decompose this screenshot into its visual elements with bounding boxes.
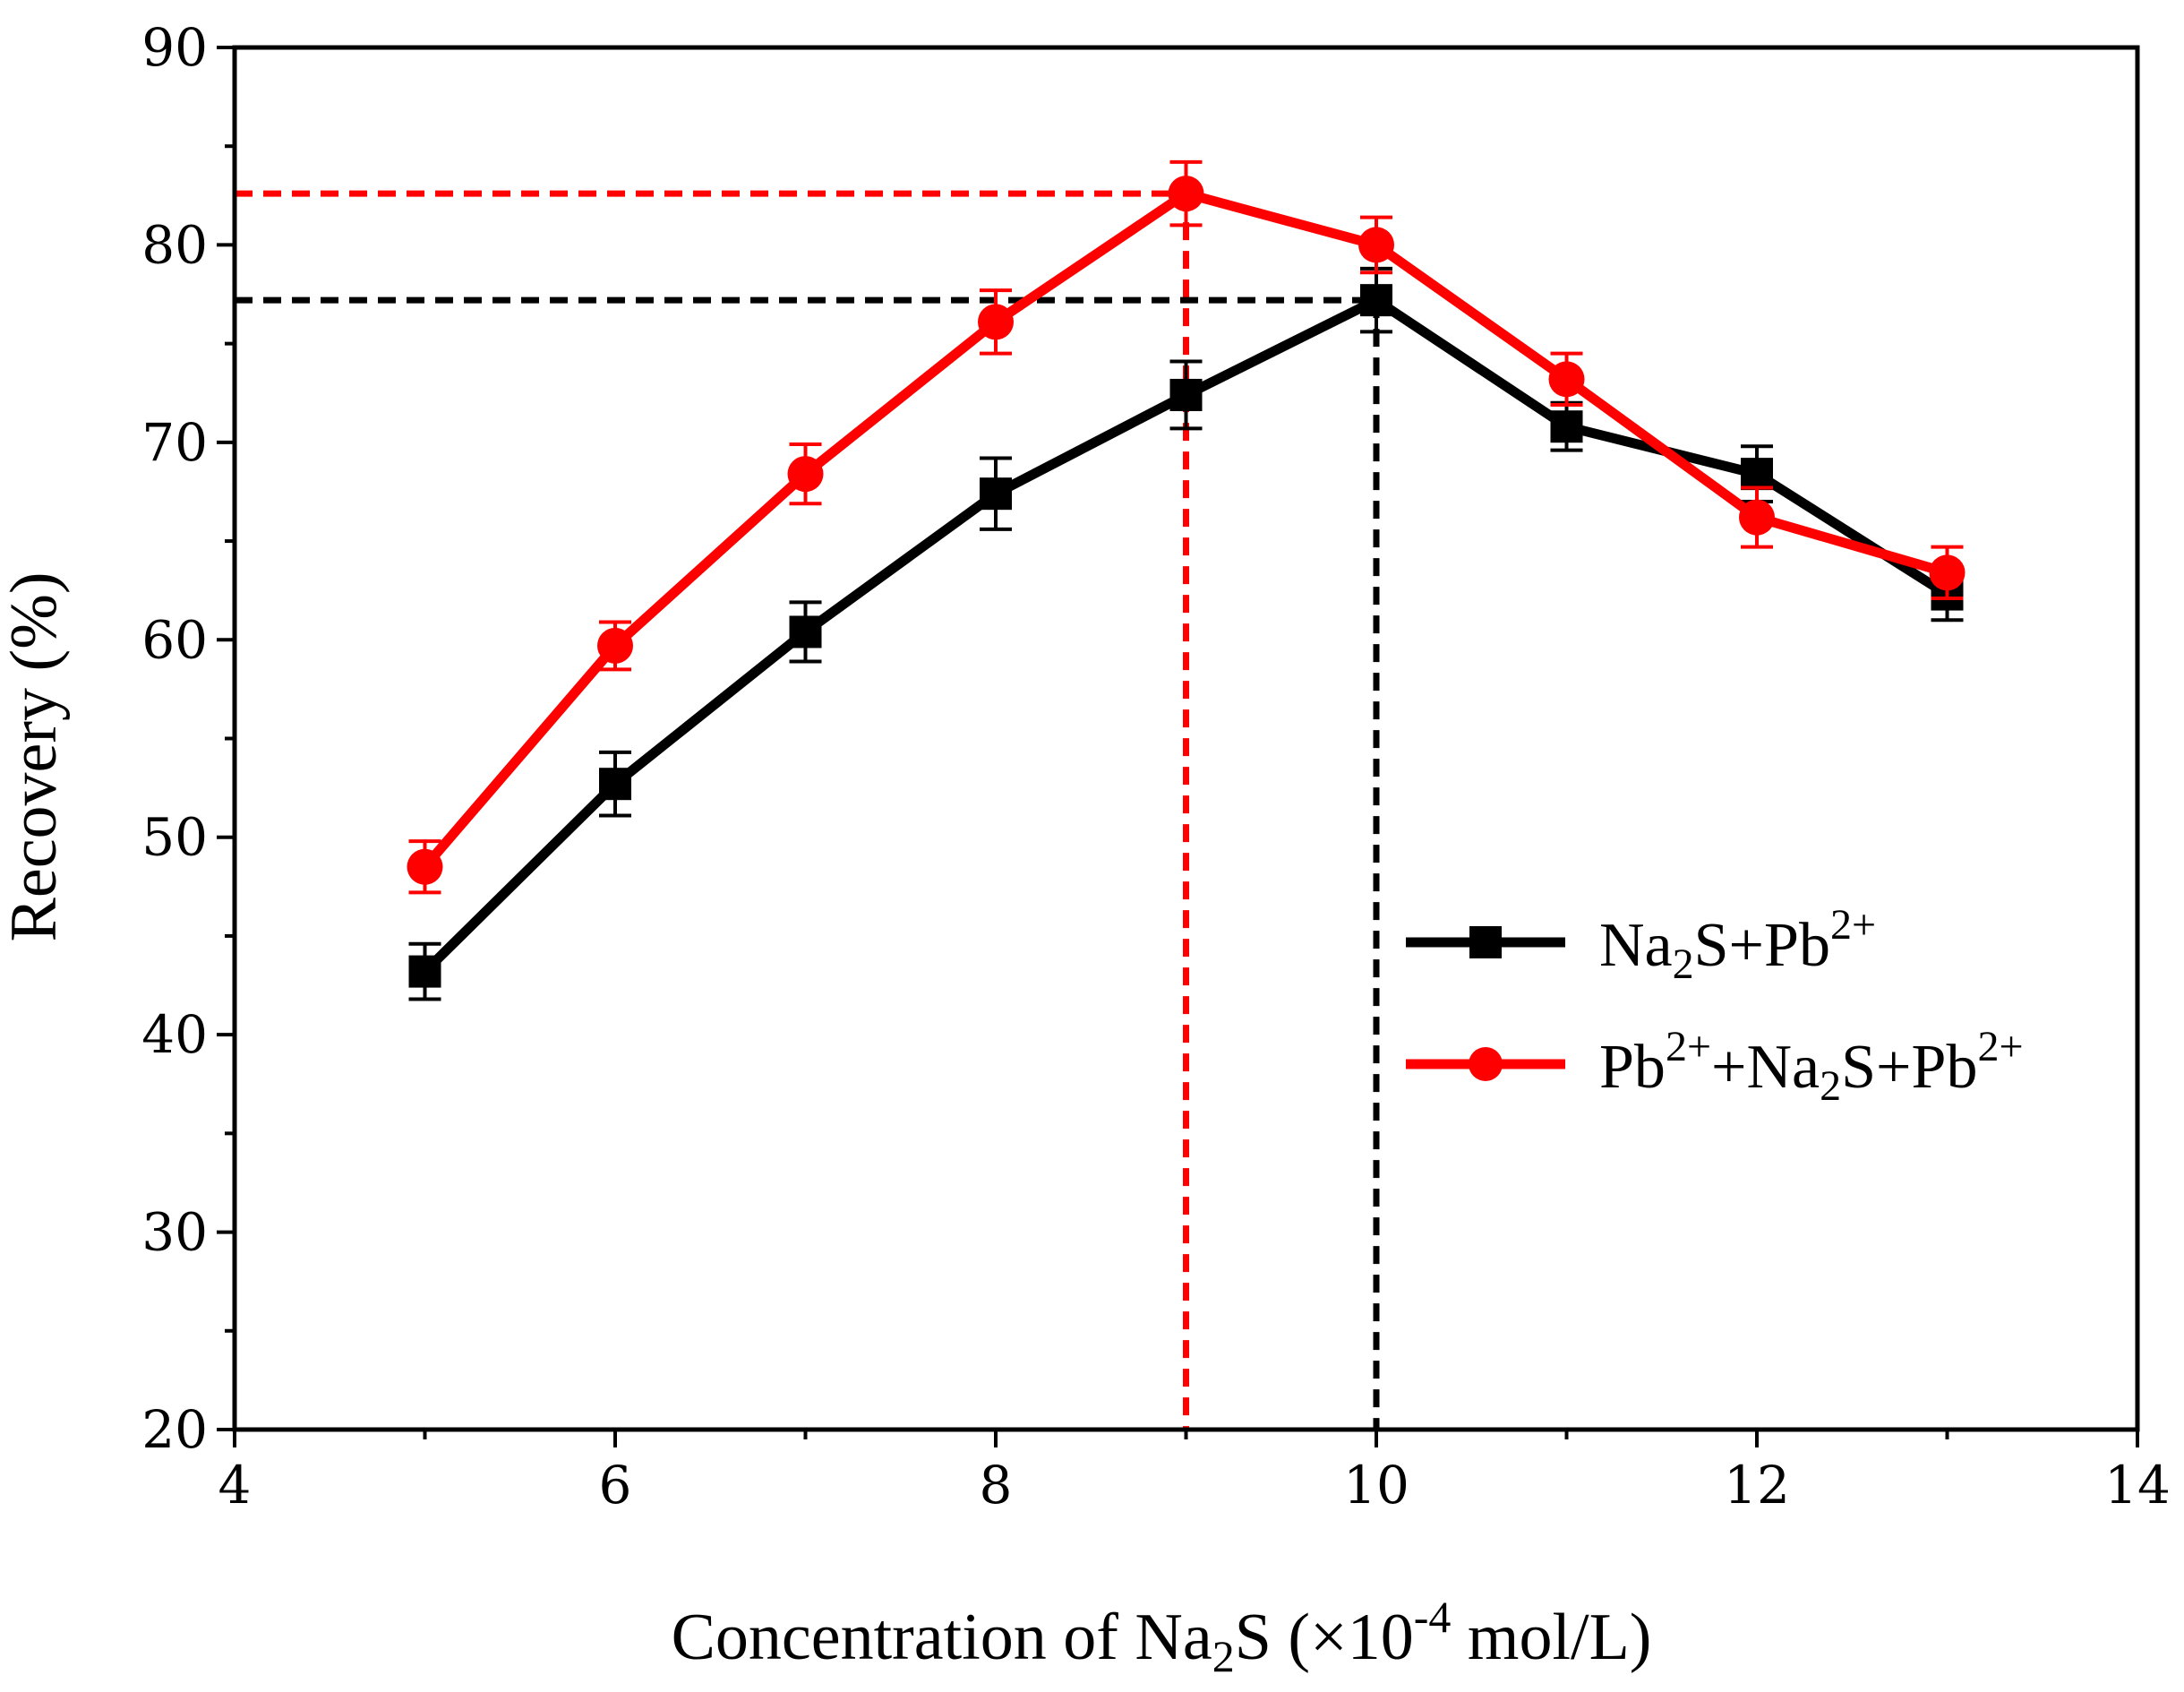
y-tick-label: 20 [141,1399,208,1460]
data-point [1739,499,1775,536]
data-point [1548,361,1585,398]
data-point [787,456,824,493]
legend-marker-series-1 [1469,926,1502,958]
x-axis-title: Concentration of Na2S (×10-4 mol/L) [672,1592,1652,1681]
y-tick-label: 30 [141,1202,208,1263]
x-axis-title-superscript: -4 [1414,1592,1452,1642]
data-point [978,304,1014,340]
data-point [789,615,822,648]
y-tick-label: 90 [141,17,208,78]
legend: Na2S+Pb2+ Pb2++Na2S+Pb2+ [1406,901,2024,1110]
legend-label-series-2: Pb2++Na2S+Pb2+ [1599,1023,2024,1110]
data-point [980,477,1012,511]
series-2 [407,159,1966,895]
data-point [408,955,441,988]
data-point [599,768,631,801]
legend-label-superscript: 2+ [1977,1023,2023,1070]
legend-label-superscript: 2+ [1666,1023,1711,1070]
legend-label-subscript: 2 [1820,1062,1841,1110]
reference-lines-layer [235,190,1380,1430]
x-axis-title-subscript: 2 [1212,1631,1235,1681]
y-tick-label: 70 [141,412,208,473]
x-tick-label: 6 [599,1455,632,1516]
y-tick-label: 50 [141,807,208,868]
data-point [1168,176,1204,212]
legend-label-part: Na [1599,911,1673,980]
data-point [1358,227,1394,263]
y-axis-title: Recovery (%) [0,572,71,942]
x-tick-label: 8 [980,1455,1013,1516]
series-layer [407,159,1966,1001]
legend-label-part: Pb [1599,1033,1666,1102]
legend-label-subscript: 2 [1673,940,1694,988]
data-point [1741,458,1773,491]
y-tick-label: 60 [141,609,208,670]
data-point [407,848,443,885]
legend-label-part: +Na [1711,1033,1820,1102]
data-point [597,627,633,664]
legend-item-series-2: Pb2++Na2S+Pb2+ [1406,1023,2024,1110]
data-point [1550,410,1583,443]
series-1 [408,266,1964,1001]
x-axis-title-part: S (×10 [1235,1601,1414,1674]
y-tick-label: 80 [141,214,208,275]
legend-marker-series-2 [1469,1047,1503,1081]
legend-label-superscript: 2+ [1830,901,1876,949]
data-point [1169,378,1203,411]
x-axis-title-part: Concentration of Na [672,1601,1212,1674]
x-tick-label: 14 [2104,1455,2171,1516]
legend-item-series-1: Na2S+Pb2+ [1406,901,1876,988]
legend-label-part: S+Pb [1694,911,1830,980]
data-point [1360,284,1392,317]
x-tick-label: 10 [1343,1455,1409,1516]
legend-label-part: S+Pb [1841,1033,1977,1102]
x-tick-label: 4 [218,1455,252,1516]
y-tick-label: 40 [141,1004,208,1065]
legend-label-series-1: Na2S+Pb2+ [1599,901,1876,988]
x-axis-title-part: mol/L) [1451,1601,1651,1674]
axes-layer: 20 30 40 50 60 70 80 90 4 6 8 10 12 14 [141,17,2171,1516]
data-point [1929,554,1966,591]
x-tick-label: 12 [1724,1455,1790,1516]
